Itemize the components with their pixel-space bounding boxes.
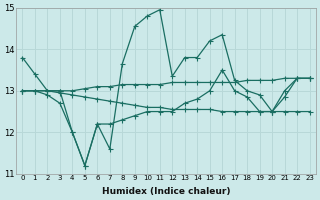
- X-axis label: Humidex (Indice chaleur): Humidex (Indice chaleur): [102, 187, 230, 196]
